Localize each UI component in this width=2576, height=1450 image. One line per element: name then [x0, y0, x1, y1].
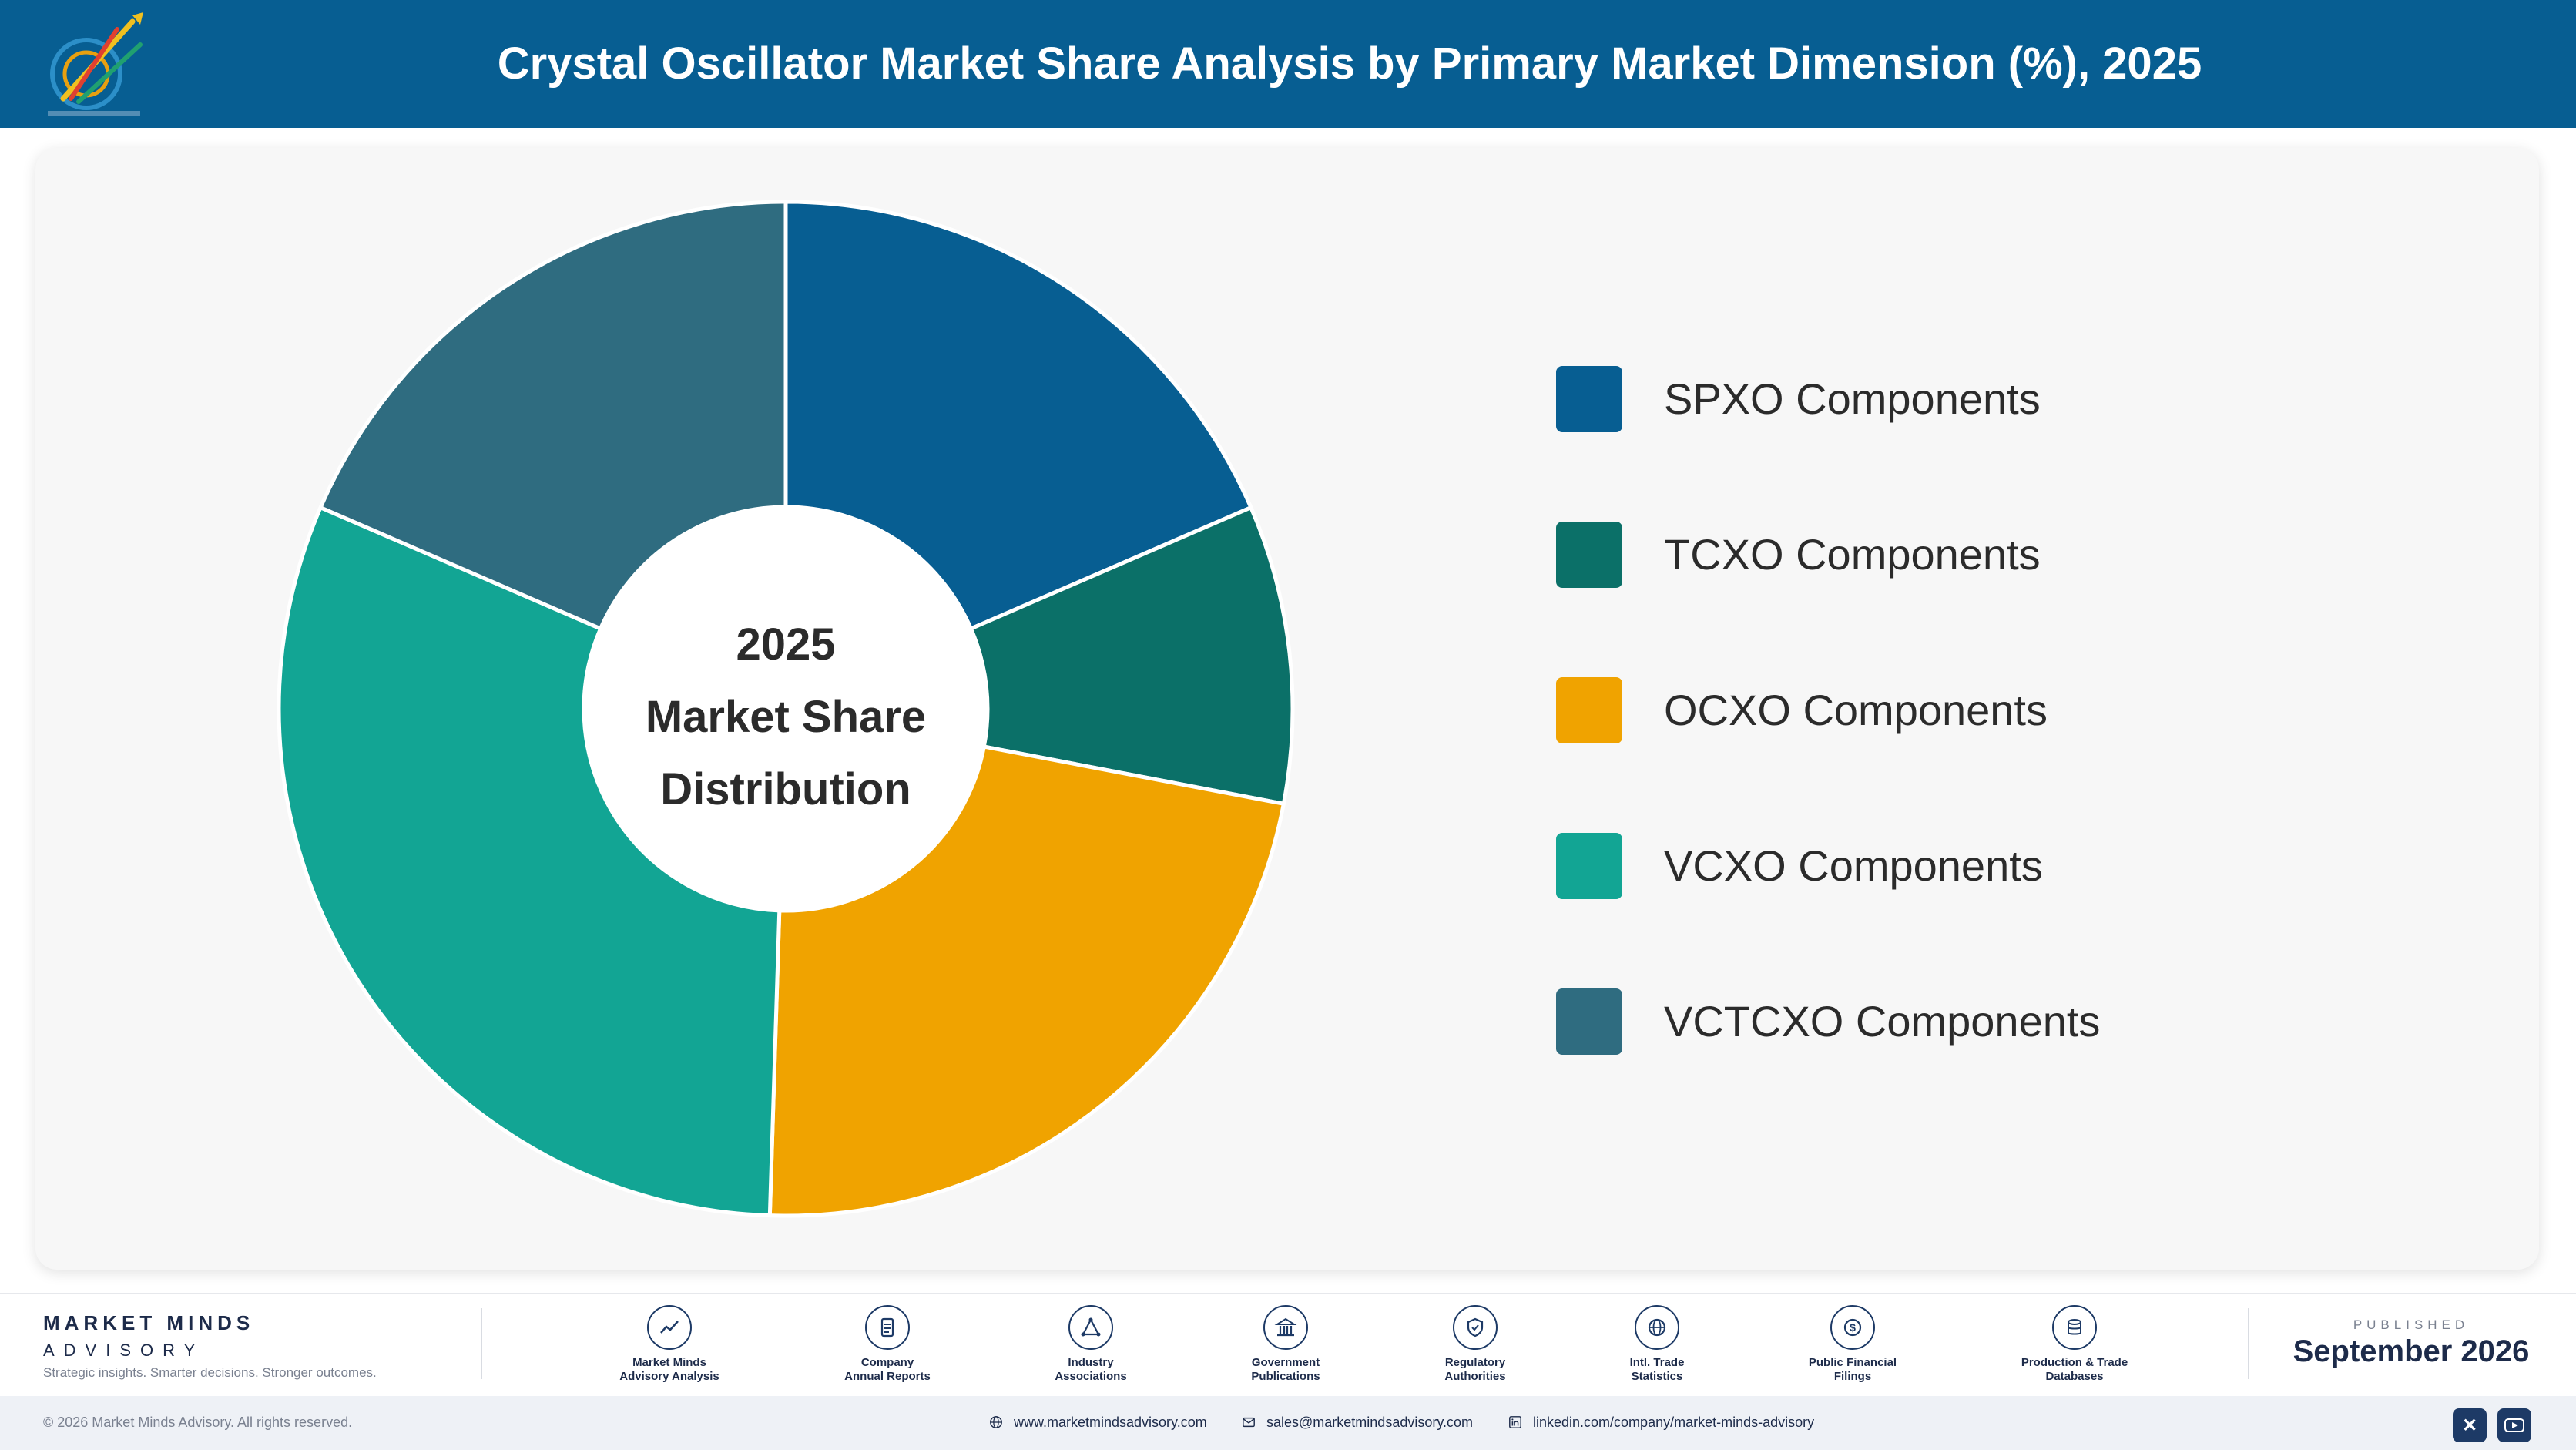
building-icon — [1263, 1305, 1308, 1350]
source-trade-databases: Production & Trade Databases — [1986, 1305, 2163, 1384]
legend-item-vctcxo: VCTCXO Components — [1556, 985, 2249, 1055]
donut-chart — [279, 202, 1293, 1218]
copyright-text: © 2026 Market Minds Advisory. All rights… — [43, 1415, 353, 1430]
legend-label: OCXO Components — [1664, 686, 2048, 734]
currency-icon: $ — [1830, 1305, 1875, 1350]
source-label-line2: Authorities — [1444, 1370, 1506, 1383]
footer: MARKET MINDS ADVISORY Strategic insights… — [0, 1293, 2576, 1450]
source-label-line1: Public Financial — [1808, 1356, 1897, 1369]
database-icon — [2052, 1305, 2097, 1350]
x-icon[interactable]: ✕ — [2453, 1408, 2487, 1442]
linkedin-icon — [1509, 1416, 1521, 1428]
published-label: PUBLISHED — [2353, 1317, 2470, 1332]
legend-swatch — [1556, 366, 1622, 432]
sources-row: Market Minds Advisory Analysis Company Ann… — [0, 1305, 2576, 1390]
bottom-bar: © 2026 Market Minds Advisory. All rights… — [0, 1396, 2576, 1450]
globe-icon — [1635, 1305, 1679, 1350]
chart-title: Crystal Oscillator Market Share Analysis… — [497, 39, 2202, 89]
legend-item-ocxo: OCXO Components — [1556, 673, 2249, 743]
legend-item-tcxo: TCXO Components — [1556, 518, 2249, 588]
linkedin-link[interactable]: linkedin.com/company/market-minds-adviso… — [1508, 1415, 1814, 1431]
brand-tagline: Strategic insights. Smarter decisions. S… — [43, 1365, 377, 1380]
legend-label: VCTCXO Components — [1664, 997, 2101, 1046]
trend-chart-icon — [647, 1305, 692, 1350]
center-label-line3: Distribution — [660, 764, 911, 814]
footer-divider — [2248, 1308, 2249, 1379]
legend-swatch — [1556, 833, 1622, 899]
center-label-line2: Market Share — [645, 692, 927, 742]
source-government-publications: Government Publications — [1197, 1305, 1374, 1384]
donut-hole — [584, 507, 988, 911]
source-label-line2: Publications — [1251, 1370, 1320, 1383]
source-label-line1: Production & Trade — [2021, 1356, 2128, 1369]
linkedin-text[interactable]: linkedin.com/company/market-minds-adviso… — [1533, 1415, 1815, 1430]
footer-divider — [481, 1308, 482, 1379]
website-link[interactable]: www.marketmindsadvisory.com — [989, 1415, 1207, 1431]
source-label-line1: Company — [860, 1356, 914, 1369]
source-label-line2: Annual Reports — [844, 1370, 931, 1383]
legend-item-spxo: SPXO Components — [1556, 362, 2249, 432]
source-label-line1: Industry — [1068, 1356, 1114, 1369]
published-date: September 2026 — [2293, 1334, 2530, 1368]
globe-icon — [990, 1416, 1002, 1428]
source-label-line2: Associations — [1055, 1370, 1127, 1383]
email-link[interactable]: sales@marketmindsadvisory.com — [1242, 1415, 1473, 1431]
donut-center-label: 2025 Market Share Distribution — [593, 609, 978, 826]
source-label-line1: Government — [1251, 1356, 1320, 1369]
mail-icon — [1243, 1417, 1255, 1428]
source-label-line2: Advisory Analysis — [619, 1370, 719, 1383]
source-label-line1: Regulatory — [1444, 1356, 1506, 1369]
source-industry-associations: Industry Associations — [1002, 1305, 1179, 1384]
slice-ocxo — [767, 744, 1286, 1218]
source-trade-statistics: Intl. Trade Statistics — [1568, 1305, 1746, 1384]
source-label-line2: Statistics — [1631, 1370, 1683, 1383]
source-regulatory-authorities: Regulatory Authorities — [1387, 1305, 1564, 1384]
source-company-reports: Company Annual Reports — [799, 1305, 976, 1384]
brand-name: MARKET MINDS — [43, 1311, 255, 1334]
source-label-line2: Filings — [1833, 1370, 1872, 1383]
rocket-target-logo — [48, 12, 143, 116]
legend-label: TCXO Components — [1664, 530, 2041, 579]
network-icon — [1068, 1305, 1113, 1350]
source-financial-filings: $ Public Financial Filings — [1764, 1305, 1941, 1384]
source-market-minds: Market Minds Advisory Analysis — [581, 1305, 758, 1384]
legend-swatch — [1556, 988, 1622, 1055]
youtube-icon[interactable] — [2497, 1408, 2531, 1442]
shield-icon — [1453, 1305, 1498, 1350]
source-label-line2: Databases — [2045, 1370, 2104, 1383]
document-icon — [865, 1305, 910, 1350]
legend-label: VCXO Components — [1664, 841, 2043, 890]
source-label-line1: Market Minds — [632, 1356, 706, 1369]
website-text[interactable]: www.marketmindsadvisory.com — [1014, 1415, 1207, 1430]
email-text[interactable]: sales@marketmindsadvisory.com — [1266, 1415, 1474, 1430]
legend-item-vcxo: VCXO Components — [1556, 829, 2249, 899]
legend-label: SPXO Components — [1664, 374, 2041, 423]
svg-text:$: $ — [1850, 1321, 1856, 1334]
center-label-year: 2025 — [736, 619, 836, 670]
brand-sub: ADVISORY — [43, 1341, 205, 1360]
header-bar: Crystal Oscillator Market Share Analysis… — [0, 0, 2576, 128]
source-label-line1: Intl. Trade — [1629, 1356, 1685, 1369]
legend-swatch — [1556, 677, 1622, 743]
legend-swatch — [1556, 522, 1622, 588]
